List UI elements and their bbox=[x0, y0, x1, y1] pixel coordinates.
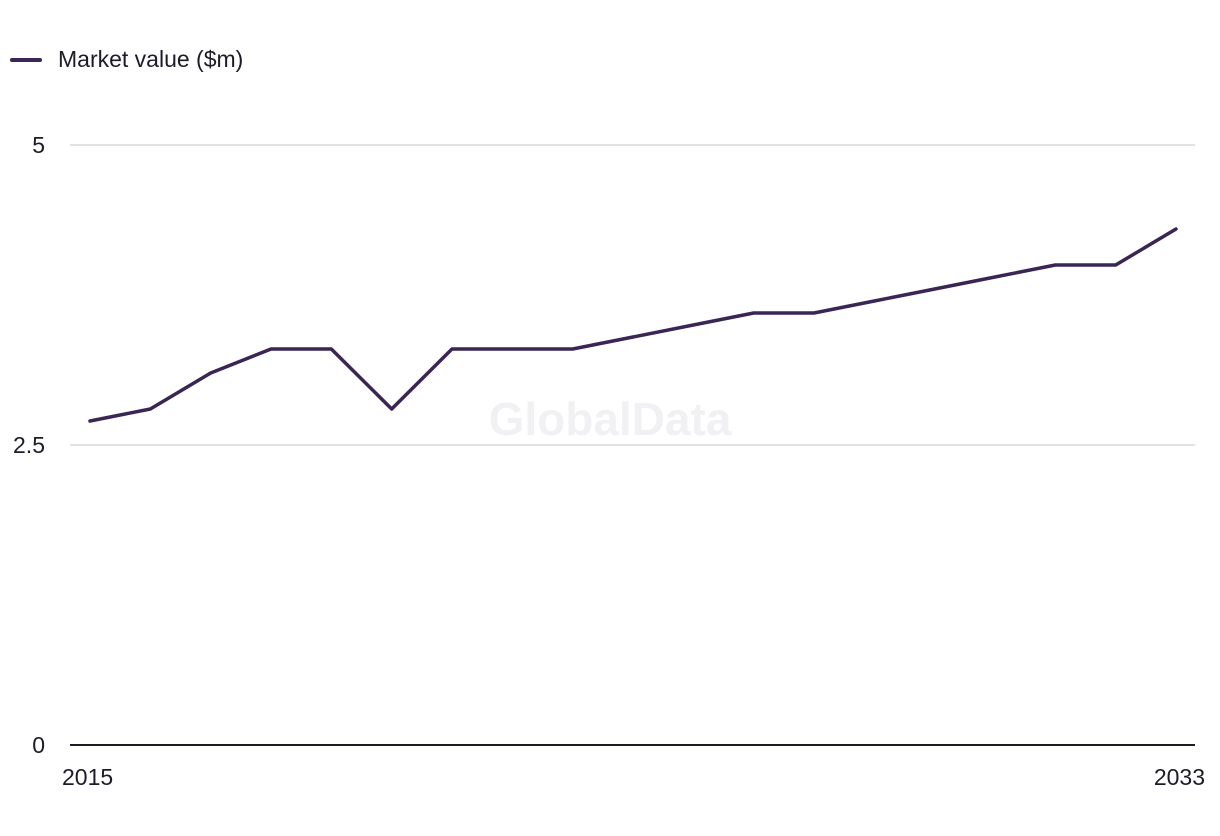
x-tick-label: 2015 bbox=[62, 764, 113, 790]
y-tick-label: 0 bbox=[32, 732, 45, 758]
watermark: GlobalData bbox=[489, 393, 732, 445]
legend-label: Market value ($m) bbox=[58, 46, 244, 72]
y-tick-label: 5 bbox=[32, 132, 45, 158]
y-tick-label: 2.5 bbox=[13, 432, 45, 458]
x-tick-label: 2033 bbox=[1154, 764, 1205, 790]
legend: Market value ($m) bbox=[10, 46, 243, 73]
legend-swatch bbox=[10, 57, 42, 62]
series-line bbox=[88, 227, 1178, 423]
